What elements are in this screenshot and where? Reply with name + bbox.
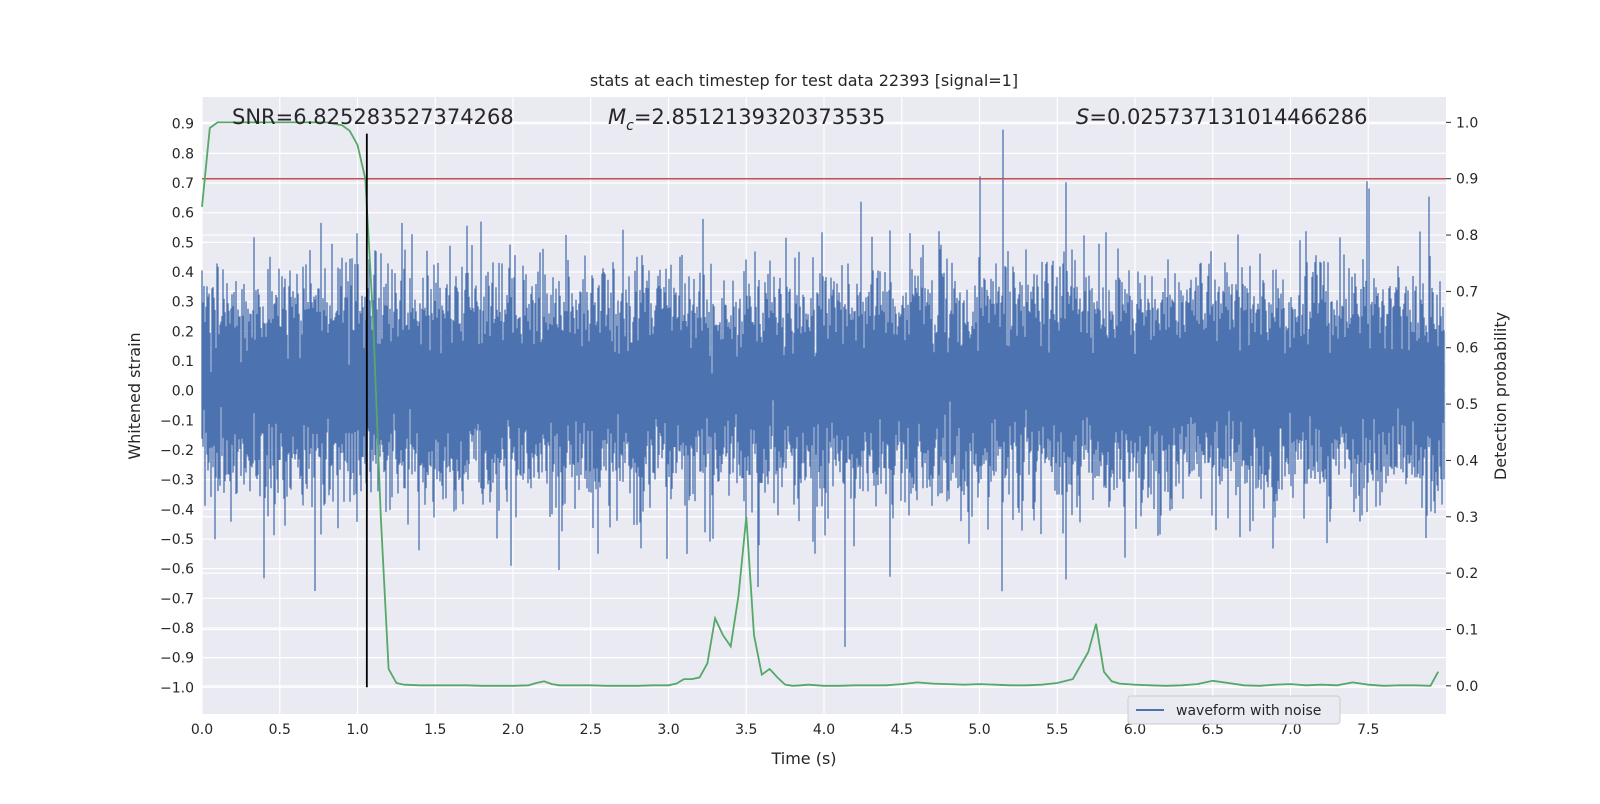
y-left-tick-label: 0.5 [172,235,194,251]
s-symbol: S [1076,105,1089,129]
y-right-tick-label: 0.9 [1456,172,1478,188]
y-left-tick-label: 0.7 [172,176,194,192]
s-value: =0.025737131014466286 [1089,105,1367,129]
y-right-tick-label: 0.3 [1456,510,1478,526]
x-tick-label: 0.5 [269,722,291,738]
y-left-tick-label: −0.6 [160,562,194,578]
waveform-trace [201,129,1445,647]
y-left-tick-label: −0.2 [160,443,194,459]
y-left-tick-label: −1.0 [160,680,194,696]
x-tick-label: 5.5 [1046,722,1068,738]
x-tick-label: 2.5 [580,722,602,738]
y-left-tick-label: 0.9 [172,117,194,133]
x-tick-label: 1.0 [346,722,368,738]
y-right-tick-label: 0.5 [1456,397,1478,413]
snr-annotation: SNR=6.825283527374268 [232,105,514,129]
y-right-tick-label: 0.6 [1456,341,1478,357]
mc-subscript: c [626,118,634,134]
y-right-tick-label: 1.0 [1456,115,1478,131]
y-left-tick-label: −0.5 [160,532,194,548]
mc-symbol: M [608,105,626,129]
y-left-tick-label: 0.3 [172,295,194,311]
x-tick-label: 7.5 [1357,722,1379,738]
y-left-tick-label: 0.2 [172,324,194,340]
probability-line [201,121,1439,687]
y-left-tick-label: 0.8 [172,146,194,162]
y-left-axis-ticks: 0.9 0.8 0.7 0.6 0.5 0.4 0.3 0.2 0.1 0.0 −0.1 −0.2 −0… [160,117,194,697]
x-tick-label: 1.5 [424,722,446,738]
chart-title: stats at each timestep for test data 223… [590,71,1018,90]
y-right-tick-label: 0.4 [1456,453,1478,469]
mc-annotation: Mc=2.8512139320373535 [608,105,885,134]
legend-label: waveform with noise [1176,703,1321,719]
y-left-tick-label: −0.8 [160,621,194,637]
mc-value: =2.8512139320373535 [634,105,885,129]
x-tick-label: 4.0 [813,722,835,738]
y-right-axis-ticks: 1.0 0.9 0.8 0.7 0.6 0.5 0.4 0.3 0.2 0.1 0.0 [1446,115,1478,695]
y-left-tick-label: −0.4 [160,502,194,518]
y-right-tick-label: 0.0 [1456,679,1478,695]
y-left-tick-label: −0.1 [160,413,194,429]
y-right-tick-label: 0.8 [1456,228,1478,244]
legend: waveform with noise [1127,695,1341,725]
y-left-tick-label: 0.1 [172,354,194,370]
x-tick-label: 3.0 [657,722,679,738]
y-left-tick-label: −0.3 [160,473,194,489]
x-tick-label: 7.0 [1279,722,1301,738]
x-tick-label: 2.0 [502,722,524,738]
y-left-tick-label: −0.9 [160,651,194,667]
x-tick-label: 3.5 [735,722,757,738]
waveform-series [201,129,1445,647]
x-axis-ticks: 0.0 0.5 1.0 1.5 2.0 2.5 3.0 3.5 4.0 4.5 5.0 5.5 6.0 6… [191,722,1380,738]
y-right-tick-label: 0.2 [1456,566,1478,582]
s-annotation: S=0.025737131014466286 [1076,105,1367,129]
x-tick-label: 4.5 [891,722,913,738]
x-tick-label: 0.0 [191,722,213,738]
y-left-tick-label: 0.0 [172,384,194,400]
x-axis-label: Time (s) [770,749,836,768]
x-tick-label: 5.0 [968,722,990,738]
y-left-tick-label: 0.6 [172,206,194,222]
x-tick-label: 6.5 [1202,722,1224,738]
y-right-tick-label: 0.7 [1456,284,1478,300]
y-right-tick-label: 0.1 [1456,622,1478,638]
y-left-tick-label: 0.4 [172,265,194,281]
legend-box [1127,695,1341,725]
x-tick-label: 6.0 [1124,722,1146,738]
y-right-axis-label: Detection probability [1491,312,1510,480]
y-left-tick-label: −0.7 [160,591,194,607]
y-left-axis-label: Whitened strain [125,332,144,459]
